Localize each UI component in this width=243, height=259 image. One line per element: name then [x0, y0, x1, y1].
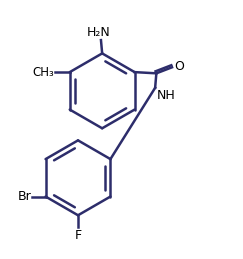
- Text: Br: Br: [17, 190, 31, 203]
- Text: NH: NH: [156, 89, 175, 102]
- Text: CH₃: CH₃: [32, 66, 54, 79]
- Text: H₂N: H₂N: [87, 26, 110, 39]
- Text: F: F: [74, 228, 82, 242]
- Text: O: O: [174, 60, 184, 73]
